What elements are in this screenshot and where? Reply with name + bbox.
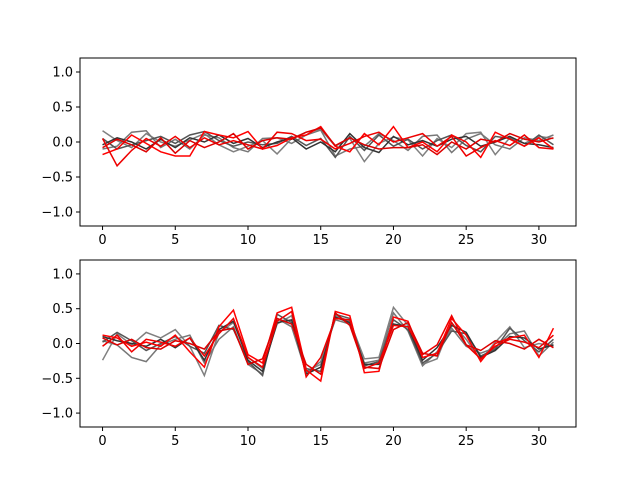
bottom-axes: 0 5 10 15 20 25 30 −1.0 −0.5 0.0 0.5 1.0 [41,259,577,449]
y-tick-label: 1.0 [52,66,73,81]
x-tick-label: 25 [458,434,475,449]
y-tick-label: −0.5 [41,372,73,387]
series-line-0-1 [102,129,554,157]
x-tick-label: 20 [385,434,402,449]
series-line-1-6 [102,311,554,376]
top-axes: 0 5 10 15 20 25 30 −1.0 −0.5 0.0 0.5 1.0 [41,57,577,248]
series-line-1-5 [102,310,554,379]
y-tick-label: 0.5 [52,302,73,317]
y-tick-label: 1.0 [52,267,73,282]
x-tick-label: 0 [98,233,106,248]
y-tick-label: −0.5 [41,171,73,186]
y-tick-label: 0.5 [52,101,73,116]
x-tick-label: 15 [312,434,329,449]
x-tick-label: 20 [385,233,402,248]
x-tick-label: 30 [531,233,548,248]
x-tick-label: 25 [458,233,475,248]
x-tick-label: 5 [171,434,179,449]
series-line-0-2 [102,130,554,159]
y-tick-label: 0.0 [52,337,73,352]
x-tick-label: 10 [240,434,257,449]
x-tick-label: 15 [312,233,329,248]
x-tick-label: 30 [531,434,548,449]
series-line-0-5 [101,131,554,168]
x-tick-label: 5 [171,233,179,248]
series-line-0-3 [102,132,554,154]
x-tick-label: 10 [240,233,257,248]
series-line-0-6 [102,127,554,156]
y-tick-label: 0.0 [52,136,73,151]
x-tick-label: 0 [98,434,106,449]
y-tick-label: −1.0 [41,407,73,422]
y-tick-label: −1.0 [41,206,73,221]
